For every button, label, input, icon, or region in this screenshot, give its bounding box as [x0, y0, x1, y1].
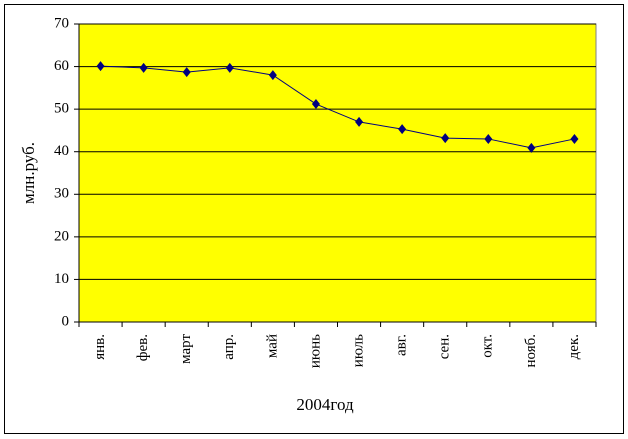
data-point [527, 142, 536, 153]
x-tick-label: май [264, 334, 280, 358]
x-tick-label: июнь [307, 334, 323, 368]
y-axis-label: млн.руб. [19, 142, 38, 204]
data-point [484, 133, 493, 144]
y-tick-label: 30 [54, 186, 69, 202]
data-point [268, 70, 277, 81]
x-tick-label: нояб. [523, 334, 539, 368]
x-tick-label: март [178, 334, 194, 364]
x-tick-label: янв. [92, 334, 108, 360]
x-tick-label: июль [350, 334, 366, 367]
x-tick-label: окт. [480, 334, 496, 358]
x-tick-label: авг. [394, 334, 410, 356]
x-axis-label: 2004год [296, 395, 354, 414]
data-point [398, 124, 407, 135]
y-tick-label: 40 [54, 143, 69, 159]
data-point [225, 62, 234, 73]
line-series [100, 65, 575, 149]
y-tick-label: 20 [54, 228, 69, 244]
data-point [139, 62, 148, 73]
y-tick-label: 10 [54, 271, 69, 287]
y-tick-label: 0 [62, 313, 70, 329]
y-tick-label: 50 [54, 101, 69, 117]
data-point [182, 67, 191, 78]
plot-area [78, 23, 597, 323]
data-point [570, 133, 579, 144]
x-tick-label: фев. [135, 334, 151, 361]
data-point [96, 61, 105, 72]
x-tick-label: дек. [566, 334, 582, 359]
x-tick-label: сен. [437, 334, 453, 359]
data-point [311, 99, 320, 110]
x-tick-label: апр. [221, 334, 237, 360]
data-point [441, 133, 450, 144]
data-point [355, 116, 364, 127]
y-tick-label: 60 [54, 58, 69, 74]
y-tick-label: 70 [54, 15, 69, 31]
